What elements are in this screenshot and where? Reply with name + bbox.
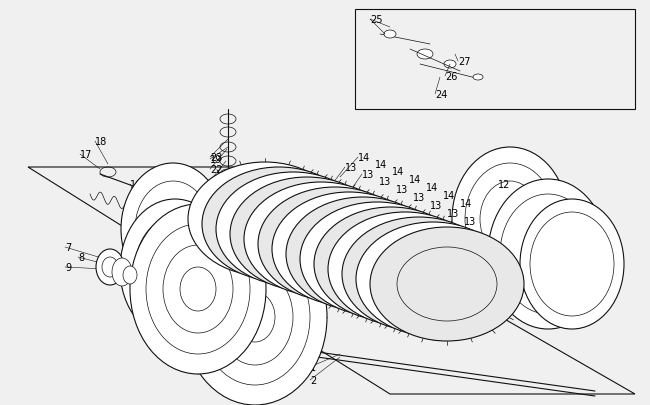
Text: 13: 13 <box>413 192 425 202</box>
Ellipse shape <box>272 192 426 306</box>
Text: 13: 13 <box>345 162 358 173</box>
Text: 15: 15 <box>223 213 235 222</box>
Text: 13: 13 <box>379 177 391 187</box>
Text: 26: 26 <box>445 72 458 82</box>
Text: 14: 14 <box>358 153 370 162</box>
Text: 13: 13 <box>430 200 442 211</box>
Polygon shape <box>355 10 635 110</box>
Ellipse shape <box>202 168 356 281</box>
Text: 23: 23 <box>210 153 222 162</box>
Ellipse shape <box>216 173 370 286</box>
Text: 25: 25 <box>370 15 382 25</box>
Text: 19: 19 <box>210 155 222 164</box>
Text: 21: 21 <box>210 177 222 187</box>
Ellipse shape <box>130 205 266 374</box>
Text: 13: 13 <box>362 170 374 179</box>
Text: 14: 14 <box>409 175 421 185</box>
Ellipse shape <box>230 177 384 291</box>
Text: 20: 20 <box>210 190 222 200</box>
Ellipse shape <box>112 258 132 286</box>
Text: 14: 14 <box>375 160 387 170</box>
Ellipse shape <box>121 164 225 295</box>
Text: 8: 8 <box>78 252 84 262</box>
Text: 10: 10 <box>574 216 586 226</box>
Ellipse shape <box>300 202 454 316</box>
Text: 27: 27 <box>458 57 471 67</box>
Text: 11: 11 <box>574 230 586 239</box>
Ellipse shape <box>356 222 510 336</box>
Text: 14: 14 <box>392 166 404 177</box>
Ellipse shape <box>123 266 137 284</box>
Ellipse shape <box>314 207 468 321</box>
Ellipse shape <box>286 198 440 311</box>
Ellipse shape <box>417 50 433 60</box>
Ellipse shape <box>342 217 496 331</box>
Text: 24: 24 <box>435 90 447 100</box>
Polygon shape <box>28 168 635 394</box>
Text: 12: 12 <box>498 179 510 190</box>
Ellipse shape <box>183 230 327 405</box>
Text: 18: 18 <box>95 136 107 147</box>
Ellipse shape <box>328 213 482 326</box>
Ellipse shape <box>520 200 624 329</box>
Ellipse shape <box>96 249 124 285</box>
Text: 14: 14 <box>460 198 473 209</box>
Text: 9: 9 <box>65 262 71 272</box>
Text: 7: 7 <box>65 243 72 252</box>
Ellipse shape <box>188 162 342 276</box>
Text: 3: 3 <box>235 324 241 334</box>
Text: 13: 13 <box>464 216 476 226</box>
Ellipse shape <box>444 61 456 69</box>
Ellipse shape <box>384 31 396 39</box>
Ellipse shape <box>370 228 524 341</box>
Ellipse shape <box>488 179 608 329</box>
Ellipse shape <box>452 148 568 291</box>
Ellipse shape <box>120 200 230 339</box>
Text: 17: 17 <box>80 149 92 160</box>
Text: 22: 22 <box>210 164 222 175</box>
Text: 1: 1 <box>310 362 316 372</box>
Text: 4: 4 <box>248 304 254 314</box>
Ellipse shape <box>258 188 412 301</box>
Text: 6: 6 <box>138 252 144 262</box>
Ellipse shape <box>473 75 483 81</box>
Text: 13: 13 <box>396 185 408 194</box>
Text: 16: 16 <box>130 179 142 190</box>
Text: 13: 13 <box>447 209 460 218</box>
Text: 2: 2 <box>310 375 317 385</box>
Ellipse shape <box>244 183 398 296</box>
Text: 14: 14 <box>443 190 455 200</box>
Text: 5: 5 <box>138 264 144 274</box>
Text: 14: 14 <box>426 183 438 192</box>
